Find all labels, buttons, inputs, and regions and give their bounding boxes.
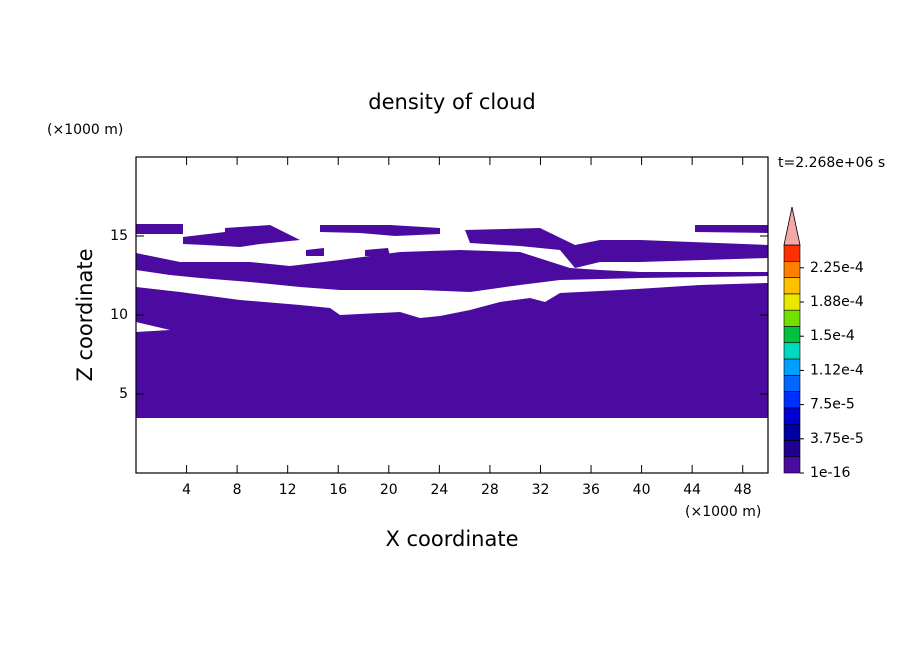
colorbar-box xyxy=(783,391,801,409)
x-tick-label: 8 xyxy=(233,482,242,498)
x-tick-label: 40 xyxy=(633,482,651,498)
x-tick-label: 4 xyxy=(182,482,191,498)
y-axis-label: Z coordinate xyxy=(73,248,97,381)
colorbar-tick-label: 2.25e-4 xyxy=(810,260,864,276)
colorbar-box xyxy=(783,456,801,474)
colorbar-box xyxy=(783,277,801,295)
x-axis-label: X coordinate xyxy=(385,527,518,551)
colorbar-tick-label: 1.12e-4 xyxy=(810,362,864,378)
x-tick-label: 16 xyxy=(329,482,347,498)
cloud-region xyxy=(183,225,300,247)
cloud-region xyxy=(306,248,324,256)
x-tick-label: 24 xyxy=(430,482,448,498)
cloud-region xyxy=(136,283,768,418)
colorbar-box xyxy=(783,293,801,311)
cloud-region xyxy=(136,224,183,234)
x-unit-label: (×1000 m) xyxy=(685,504,761,520)
colorbar-tick-label: 1e-16 xyxy=(810,465,850,481)
y-unit-label: (×1000 m) xyxy=(47,122,123,138)
colorbar-tick-label: 1.88e-4 xyxy=(810,294,864,310)
x-tick-label: 12 xyxy=(279,482,297,498)
colorbar-box xyxy=(783,423,801,441)
cloud-region xyxy=(695,225,768,233)
colorbar-tick-label: 7.5e-5 xyxy=(810,397,855,413)
y-tick-label: 5 xyxy=(119,386,128,402)
colorbar-box xyxy=(783,342,801,360)
colorbar-box xyxy=(783,244,801,262)
x-tick-label: 44 xyxy=(683,482,701,498)
colorbar-box xyxy=(783,358,801,376)
colorbar-box xyxy=(783,309,801,327)
colorbar-box xyxy=(783,374,801,392)
cloud-field xyxy=(136,224,768,418)
colorbar-box xyxy=(783,260,801,278)
cloud-region xyxy=(365,248,390,256)
cloud-region xyxy=(465,228,768,268)
x-tick-label: 28 xyxy=(481,482,499,498)
colorbar-extend xyxy=(783,206,801,246)
colorbar-box xyxy=(783,326,801,344)
x-tick-label: 48 xyxy=(734,482,752,498)
y-tick-label: 15 xyxy=(110,228,128,244)
x-tick-label: 36 xyxy=(582,482,600,498)
colorbar-tick-label: 3.75e-5 xyxy=(810,431,864,447)
x-tick-label: 32 xyxy=(532,482,550,498)
time-label: t=2.268e+06 s xyxy=(778,155,885,171)
x-tick-label: 20 xyxy=(380,482,398,498)
y-tick-label: 10 xyxy=(110,307,128,323)
cloud-region xyxy=(136,250,768,292)
cloud-region xyxy=(320,225,440,236)
colorbar-box xyxy=(783,440,801,458)
colorbar-box xyxy=(783,407,801,425)
colorbar-tick-label: 1.5e-4 xyxy=(810,328,855,344)
chart-title: density of cloud xyxy=(368,90,535,114)
